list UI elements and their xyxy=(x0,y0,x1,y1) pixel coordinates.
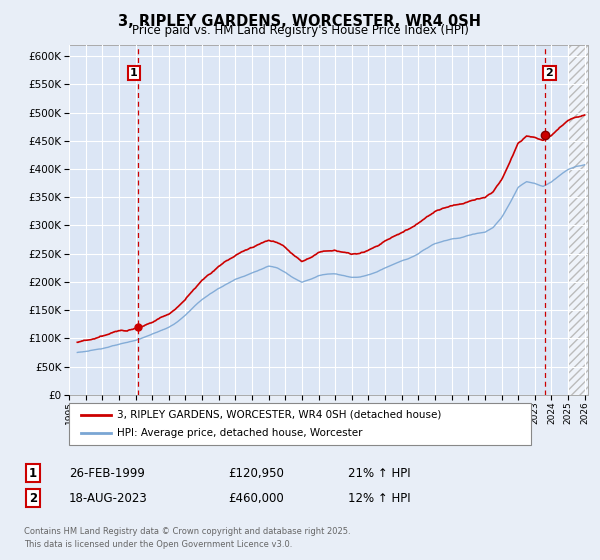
Text: Contains HM Land Registry data © Crown copyright and database right 2025.: Contains HM Land Registry data © Crown c… xyxy=(24,528,350,536)
Text: 26-FEB-1999: 26-FEB-1999 xyxy=(69,466,145,480)
Text: 3, RIPLEY GARDENS, WORCESTER, WR4 0SH (detached house): 3, RIPLEY GARDENS, WORCESTER, WR4 0SH (d… xyxy=(117,410,442,420)
Text: 18-AUG-2023: 18-AUG-2023 xyxy=(69,492,148,505)
Text: £460,000: £460,000 xyxy=(228,492,284,505)
Bar xyxy=(568,45,600,395)
Text: HPI: Average price, detached house, Worcester: HPI: Average price, detached house, Worc… xyxy=(117,428,362,438)
Text: Price paid vs. HM Land Registry's House Price Index (HPI): Price paid vs. HM Land Registry's House … xyxy=(131,24,469,37)
Text: 21% ↑ HPI: 21% ↑ HPI xyxy=(348,466,410,480)
Text: £120,950: £120,950 xyxy=(228,466,284,480)
Text: 2: 2 xyxy=(29,492,37,505)
Bar xyxy=(568,45,600,395)
Text: 3, RIPLEY GARDENS, WORCESTER, WR4 0SH: 3, RIPLEY GARDENS, WORCESTER, WR4 0SH xyxy=(119,14,482,29)
Text: 1: 1 xyxy=(29,466,37,480)
Text: 2: 2 xyxy=(545,68,553,78)
Text: This data is licensed under the Open Government Licence v3.0.: This data is licensed under the Open Gov… xyxy=(24,540,292,549)
Text: 12% ↑ HPI: 12% ↑ HPI xyxy=(348,492,410,505)
Text: 1: 1 xyxy=(130,68,138,78)
